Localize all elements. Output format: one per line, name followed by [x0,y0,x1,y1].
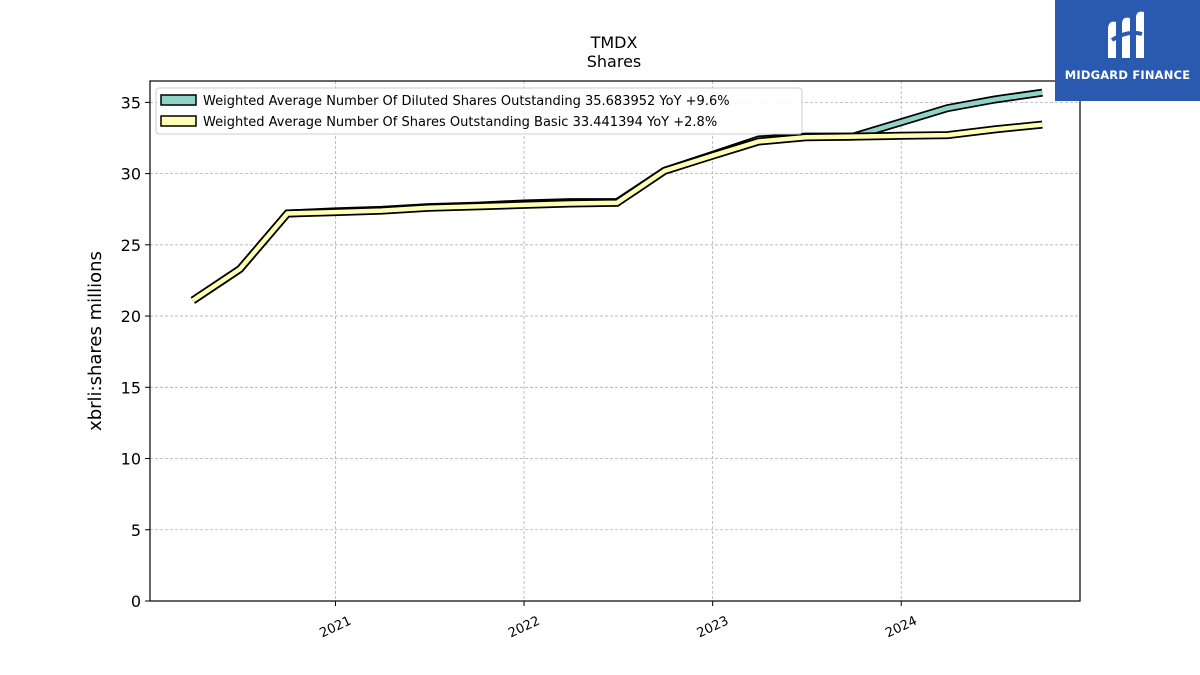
series-line-1 [191,122,1043,303]
y-tick-label: 30 [121,165,141,184]
legend-label-diluted: Weighted Average Number Of Diluted Share… [203,94,730,109]
x-tick-label: 2024 [883,614,919,642]
x-tick-label: 2021 [318,614,354,642]
y-tick-label: 25 [121,236,141,255]
legend-box [155,87,803,135]
plot-frame [149,80,1081,602]
x-tick-label: 2022 [506,614,542,642]
y-tick-label: 5 [131,521,141,540]
x-tick-label: 2023 [695,614,731,642]
legend-swatch-basic [160,115,197,127]
y-tick-label: 35 [121,93,141,112]
chart-subtitle: Shares [587,52,642,71]
y-tick-label: 10 [121,450,141,469]
legend: Weighted Average Number Of Diluted Share… [155,87,803,135]
chart-title: TMDX [590,33,638,52]
grid [150,81,1080,601]
legend-swatch-diluted [160,94,197,106]
legend-label-basic: Weighted Average Number Of Shares Outsta… [203,115,717,130]
y-tick-label: 0 [131,592,141,611]
y-axis-ticks: 0 5 10 15 20 25 30 35 [121,93,150,611]
y-tick-label: 20 [121,307,141,326]
midgard-finance-logo: MIDGARD FINANCE [1055,0,1200,101]
midgard-logo-icon [1108,11,1144,59]
x-axis-ticks: 2021 2022 2023 2024 [318,601,920,641]
y-tick-label: 15 [121,378,141,397]
series-lines [190,88,1043,304]
logo-text: MIDGARD FINANCE [1064,68,1191,82]
y-axis-label: xbrli:shares millions [85,251,106,431]
